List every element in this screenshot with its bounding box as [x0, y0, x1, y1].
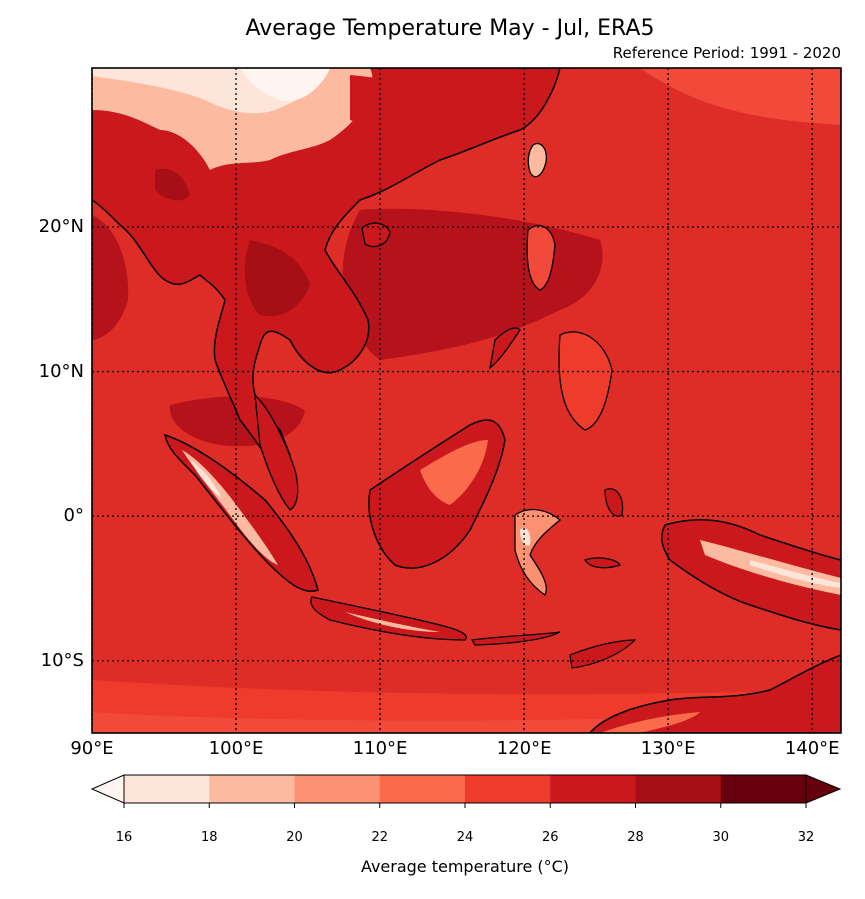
colorbar-tick-label: 22: [371, 830, 389, 845]
colorbar-over-arrow: [805, 774, 842, 804]
halmahera-island: [604, 488, 624, 517]
colorbar-segment: [720, 775, 807, 803]
hainan-island: [361, 222, 391, 248]
colorbar-tick-label: 26: [541, 830, 559, 845]
new-guinea-peaks: [750, 560, 841, 588]
colorbar-tick-label: 32: [797, 830, 815, 845]
colorbar-segment: [635, 775, 722, 803]
luzon-island: [526, 225, 556, 291]
lesser-sunda-islands: [471, 631, 561, 646]
colorbar-tick-label: 30: [712, 830, 730, 845]
latitude-tick-label: 20°N: [38, 216, 84, 238]
indochina-warm-interior: [244, 240, 310, 317]
colorbar-tick-label: 28: [627, 830, 644, 845]
colorbar-tick-label: 16: [115, 830, 133, 845]
mindanao-visayas: [558, 331, 613, 431]
borneo-highlands: [420, 440, 488, 505]
colorbar-segment: [379, 775, 466, 803]
colorbar-segment: [124, 775, 210, 803]
colorbar: [90, 774, 842, 808]
reference-period-subtitle: Reference Period: 1991 - 2020: [612, 44, 841, 62]
sumatra-peaks: [190, 460, 222, 498]
colorbar-tick-label: 20: [286, 830, 303, 845]
colorbar-segment: [550, 775, 636, 803]
temperature-field: [92, 68, 841, 733]
longitude-tick-label: 120°E: [496, 738, 552, 759]
plateau-coldest: [240, 68, 330, 101]
colorbar-tick-label: 18: [200, 830, 218, 845]
timor-island: [569, 639, 637, 669]
colorbar-segment: [465, 775, 551, 803]
sulawesi-peaks: [520, 528, 531, 546]
map-frame: [91, 67, 842, 734]
colorbar-label: Average temperature (°C): [360, 857, 570, 876]
latitude-tick-label: 10°S: [40, 649, 84, 671]
australia-cooler-coast: [600, 712, 700, 733]
colorbar-tick-label: 24: [456, 830, 474, 845]
longitude-tick-label: 140°E: [784, 738, 840, 759]
myanmar-warm-valley: [155, 168, 190, 201]
northern-australia: [589, 654, 841, 733]
longitude-tick-label: 110°E: [352, 738, 408, 759]
malay-peninsula: [254, 393, 299, 511]
northeast-pacific-cool: [640, 68, 841, 125]
latitude-tick-label: 0°: [63, 505, 84, 527]
longitude-tick-label: 90°E: [70, 738, 114, 759]
map-title: Average Temperature May - Jul, ERA5: [245, 16, 655, 41]
colorbar-segment: [209, 775, 295, 803]
south-china-lowland: [350, 75, 520, 165]
colorbar-under-arrow: [90, 774, 125, 804]
colorbar-segment: [294, 775, 381, 803]
latitude-tick-label: 10°N: [38, 360, 84, 382]
longitude-tick-label: 130°E: [640, 738, 696, 759]
bay-of-bengal-warm: [92, 215, 129, 340]
seram-island: [584, 557, 621, 569]
palawan-island: [489, 327, 521, 370]
longitude-tick-label: 100°E: [208, 738, 264, 759]
taiwan-island: [527, 142, 547, 178]
java-island: [310, 596, 467, 641]
